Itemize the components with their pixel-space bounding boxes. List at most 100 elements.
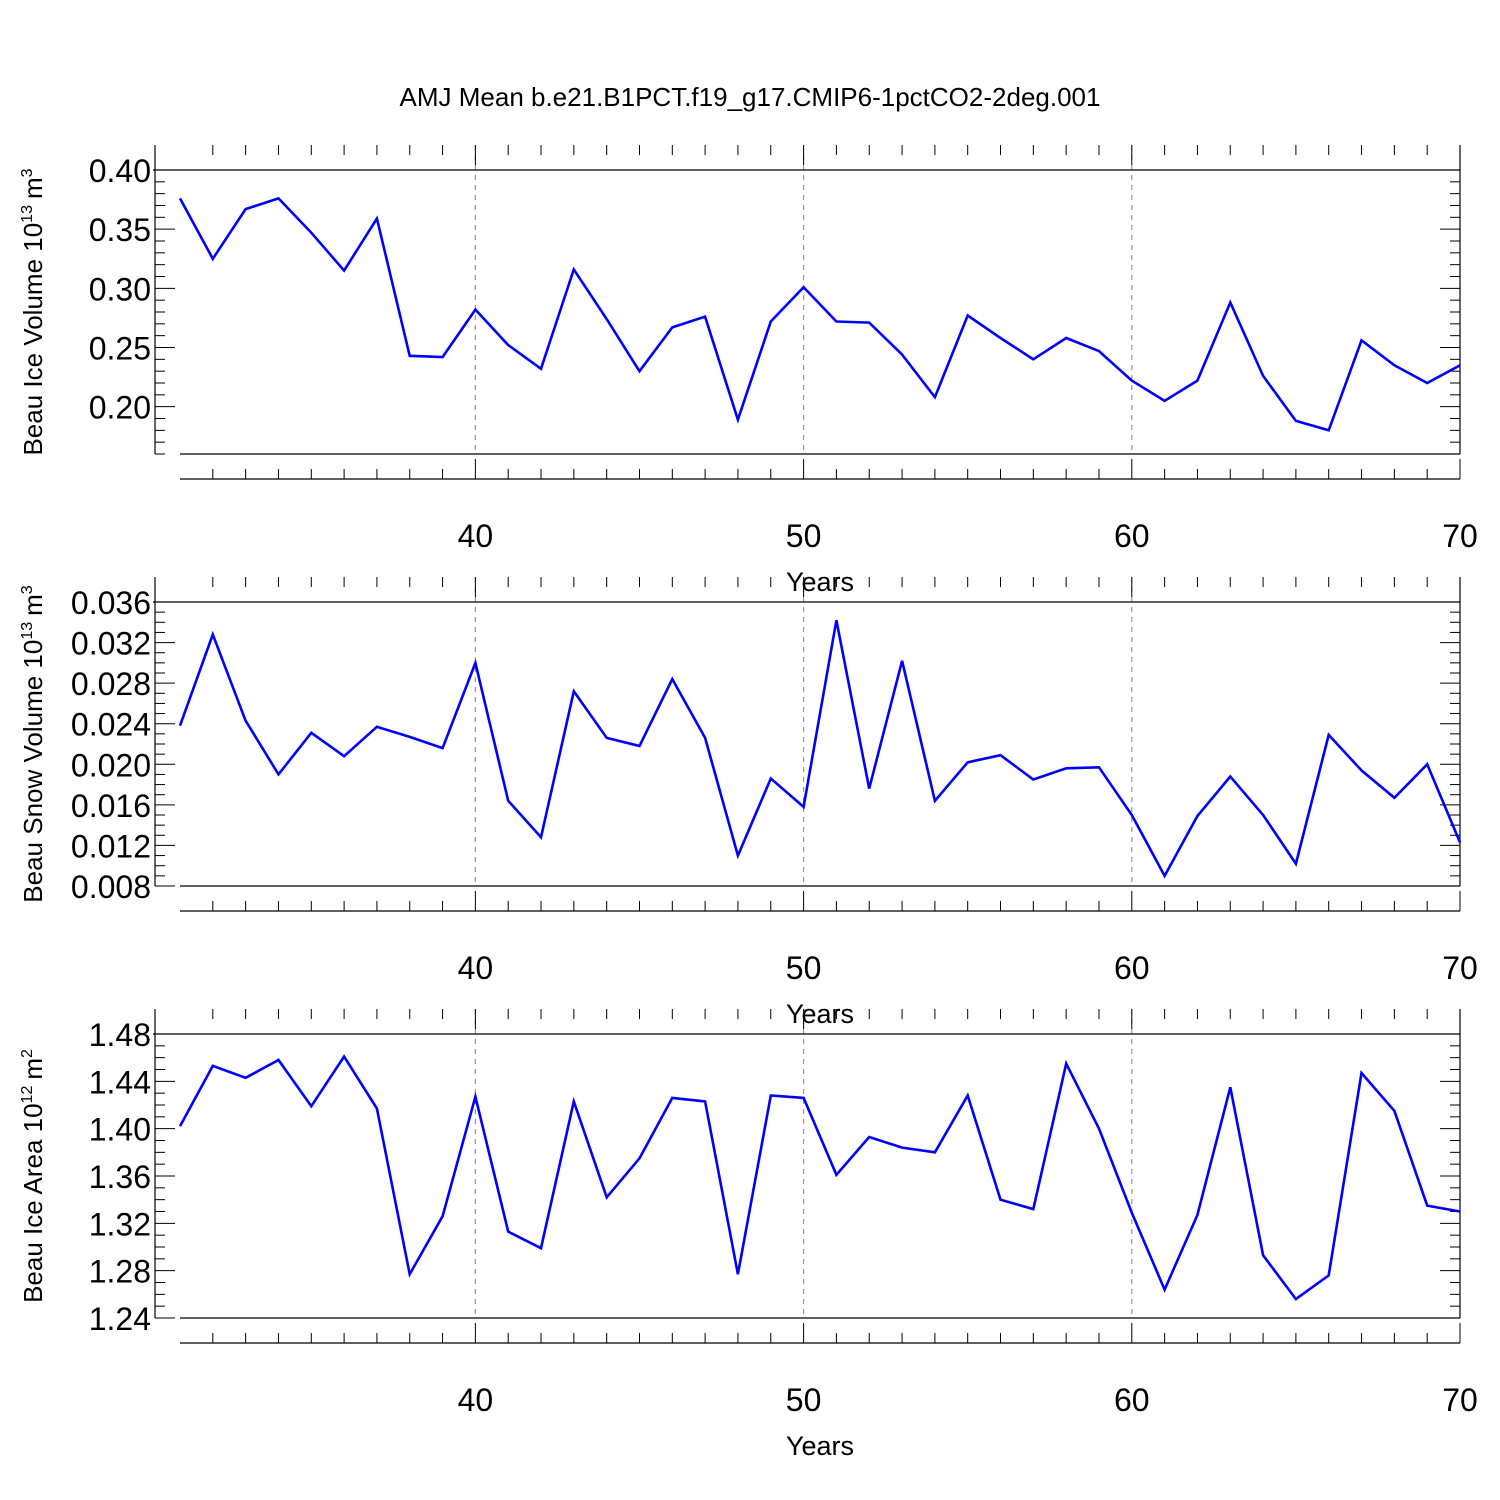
data-point	[507, 799, 510, 802]
y-tick-label: 1.32	[89, 1206, 151, 1242]
chart-title: AMJ Mean b.e21.B1PCT.f19_g17.CMIP6-1pctC…	[400, 82, 1101, 112]
data-point	[1393, 796, 1396, 799]
y-tick-label: 0.032	[71, 626, 151, 662]
data-point	[277, 1059, 280, 1062]
data-point	[999, 754, 1002, 757]
x-tick-label: 70	[1442, 1382, 1478, 1418]
data-point	[1032, 778, 1035, 781]
data-point	[868, 1135, 871, 1138]
data-point	[1229, 301, 1232, 304]
data-point	[441, 747, 444, 750]
data-point	[671, 326, 674, 329]
data-point	[507, 344, 510, 347]
y-axis-label: Beau Snow Volume 1013 m3	[18, 585, 48, 903]
x-tick-label: 40	[458, 1382, 494, 1418]
data-point	[277, 773, 280, 776]
data-point	[1459, 1210, 1462, 1213]
y-tick-label: 0.40	[89, 153, 151, 189]
data-point	[1393, 364, 1396, 367]
x-axis-label: Years	[786, 1431, 854, 1461]
data-point	[375, 217, 378, 220]
data-point	[1196, 1214, 1199, 1217]
y-tick-label: 0.020	[71, 747, 151, 783]
y-axis-label-text: Beau Snow Volume 10	[18, 640, 48, 903]
data-point	[1327, 733, 1330, 736]
data-point	[211, 1064, 214, 1067]
data-point	[1294, 862, 1297, 865]
data-point	[835, 1173, 838, 1176]
data-point	[1196, 379, 1199, 382]
data-point	[179, 724, 182, 727]
y-axis-label: Beau Ice Area 1012 m2	[18, 1049, 48, 1303]
data-point	[343, 1055, 346, 1058]
data-point	[1097, 1127, 1100, 1130]
data-point	[933, 396, 936, 399]
data-point	[901, 659, 904, 662]
y-tick-label: 0.25	[89, 331, 151, 367]
data-point	[704, 1100, 707, 1103]
data-point	[1360, 769, 1363, 772]
y-tick-label: 1.44	[89, 1064, 151, 1100]
y-tick-label: 0.008	[71, 869, 151, 905]
data-point	[1229, 775, 1232, 778]
y-axis-label-text: Beau Ice Area 10	[18, 1103, 48, 1302]
data-point	[1065, 337, 1068, 340]
x-axis-label: Years	[786, 999, 854, 1029]
data-point	[375, 1107, 378, 1110]
data-point	[310, 731, 313, 734]
y-axis-label-exponent: 13	[19, 205, 36, 223]
data-point	[1360, 1072, 1363, 1075]
data-point	[244, 208, 247, 211]
data-point	[736, 854, 739, 857]
data-point	[901, 353, 904, 356]
data-point	[769, 320, 772, 323]
data-point	[244, 1076, 247, 1079]
data-point	[1327, 429, 1330, 432]
y-tick-label: 1.36	[89, 1159, 151, 1195]
data-point	[1327, 1274, 1330, 1277]
data-point	[638, 745, 641, 748]
data-point	[736, 418, 739, 421]
data-point	[1360, 339, 1363, 342]
x-tick-label: 40	[458, 518, 494, 554]
data-point	[769, 1094, 772, 1097]
x-axis-label: Years	[786, 567, 854, 597]
data-point	[966, 314, 969, 317]
x-tick-label: 60	[1114, 518, 1150, 554]
data-point	[1065, 767, 1068, 770]
y-axis-label-exponent: 13	[19, 622, 36, 640]
y-axis-label-unit-exponent: 3	[19, 585, 36, 594]
data-point	[638, 1157, 641, 1160]
data-point	[179, 197, 182, 200]
data-point	[1262, 1254, 1265, 1257]
data-point	[1097, 350, 1100, 353]
data-point	[310, 1105, 313, 1108]
data-point	[1459, 364, 1462, 367]
data-point	[572, 268, 575, 271]
data-point	[408, 1273, 411, 1276]
data-point	[1229, 1086, 1232, 1089]
data-point	[474, 1095, 477, 1098]
panel-1: 40 50 60 70 Years 0.20 0.25 0.30 0.35 0.40 Beau Ic…	[18, 145, 1478, 597]
data-point	[671, 678, 674, 681]
data-point	[474, 661, 477, 664]
data-point	[802, 286, 805, 289]
y-tick-label: 1.24	[89, 1301, 151, 1337]
data-point	[736, 1273, 739, 1276]
data-point	[605, 1196, 608, 1199]
data-point	[1130, 379, 1133, 382]
x-tick-label: 60	[1114, 1382, 1150, 1418]
data-point	[999, 1198, 1002, 1201]
y-tick-label: 1.48	[89, 1017, 151, 1053]
data-point	[933, 1151, 936, 1154]
data-point	[933, 799, 936, 802]
y-axis-label-unit: m	[18, 594, 48, 616]
y-axis-label-unit-exponent: 3	[19, 168, 36, 177]
data-point	[1163, 874, 1166, 877]
data-point	[802, 1096, 805, 1099]
data-point	[343, 269, 346, 272]
y-axis-label-unit: m	[18, 1058, 48, 1080]
x-tick-label: 50	[786, 950, 822, 986]
data-point	[1294, 1298, 1297, 1301]
